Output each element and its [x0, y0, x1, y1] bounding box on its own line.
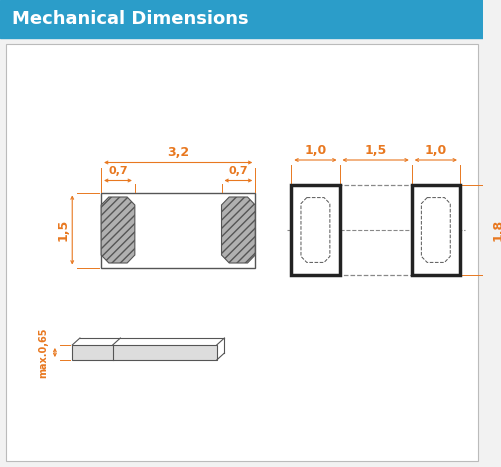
Text: max.0,65: max.0,65	[38, 327, 48, 378]
Polygon shape	[221, 197, 255, 263]
Polygon shape	[101, 197, 135, 263]
Bar	[291, 185, 459, 275]
Bar	[0, 0, 482, 38]
Bar	[291, 185, 339, 275]
Text: 1,0: 1,0	[304, 143, 326, 156]
Bar	[72, 345, 216, 360]
Text: 3,2: 3,2	[167, 146, 189, 159]
Text: 0,7: 0,7	[108, 167, 128, 177]
Bar	[411, 185, 459, 275]
Text: 0,7: 0,7	[228, 167, 247, 177]
Text: Mechanical Dimensions: Mechanical Dimensions	[12, 10, 247, 28]
Text: 1,8: 1,8	[491, 219, 501, 241]
Text: 1,5: 1,5	[56, 219, 69, 241]
Polygon shape	[301, 198, 329, 262]
Bar	[101, 192, 255, 268]
Text: 1,5: 1,5	[364, 143, 386, 156]
Polygon shape	[420, 198, 449, 262]
Bar	[6, 44, 477, 461]
Text: 1,0: 1,0	[424, 143, 446, 156]
